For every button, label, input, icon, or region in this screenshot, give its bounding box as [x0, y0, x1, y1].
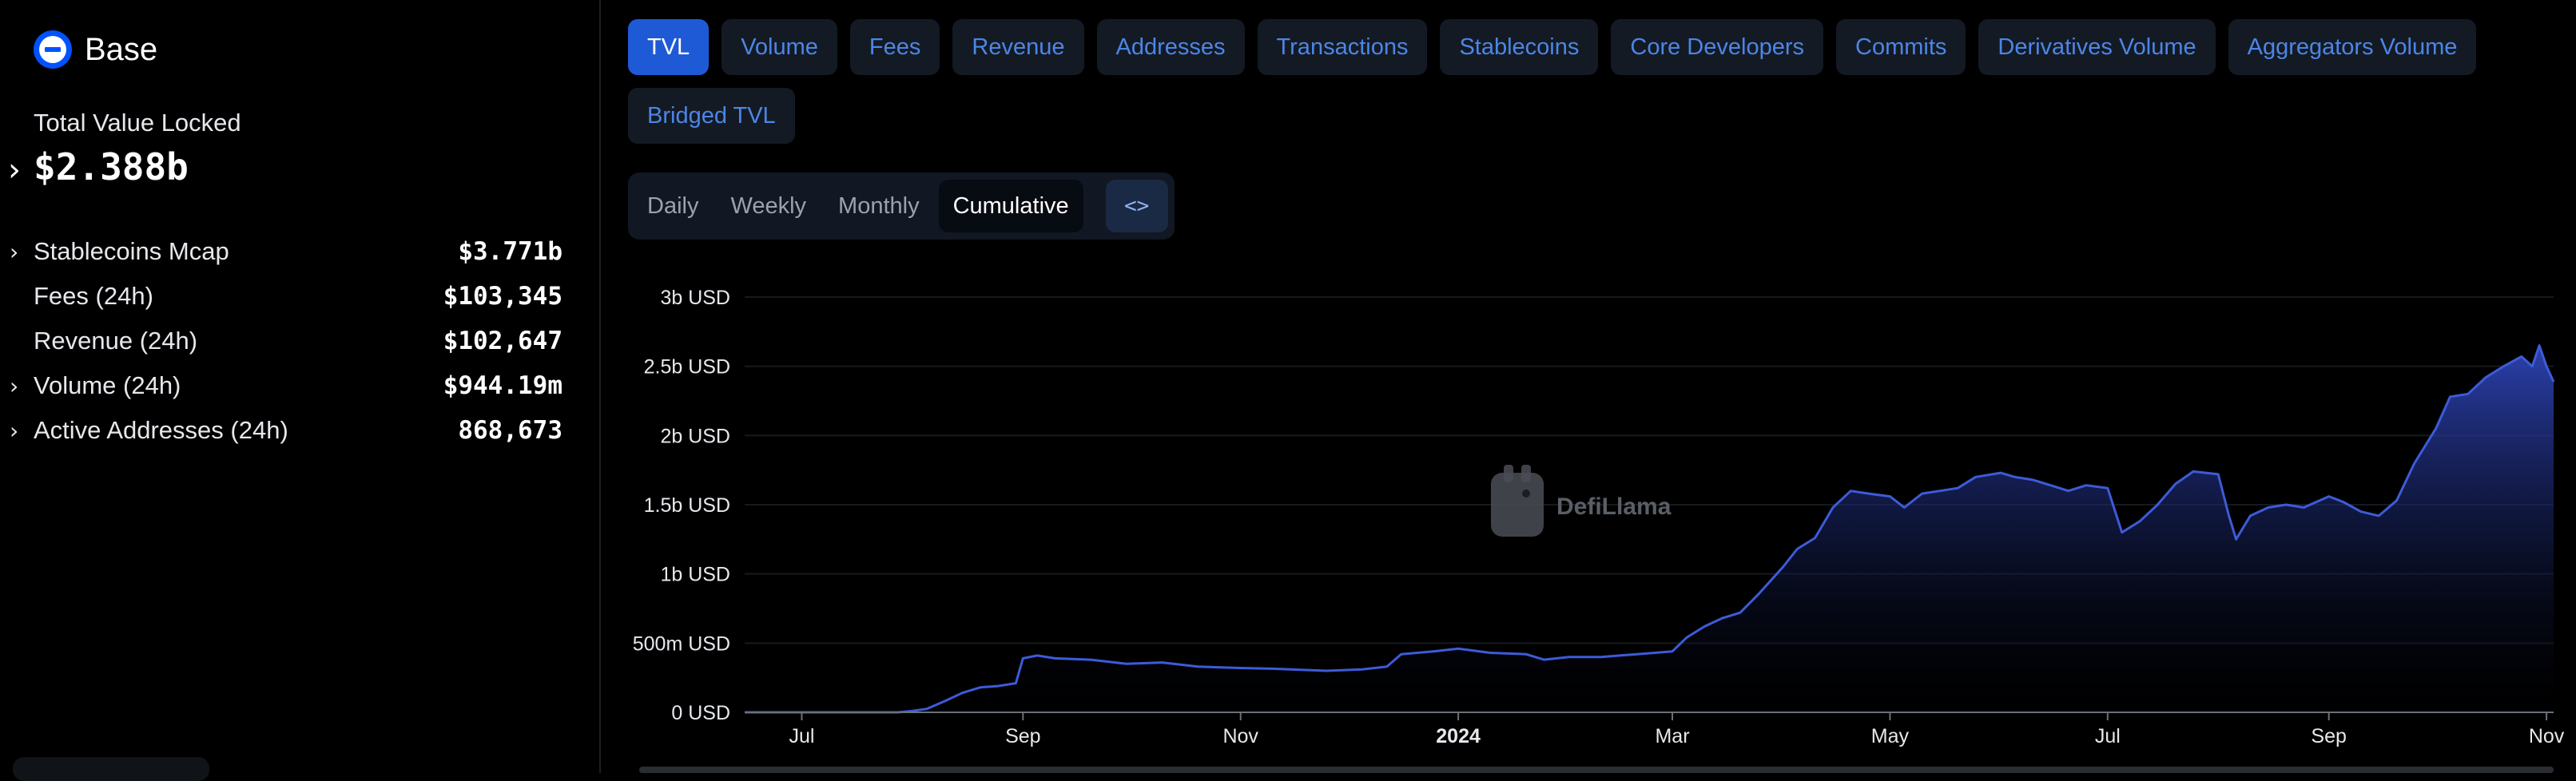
chain-name: Base — [85, 31, 158, 67]
stat-row-stablecoins-mcap[interactable]: › Stablecoins Mcap $3.771b — [0, 232, 575, 271]
tab-aggregators-volume[interactable]: Aggregators Volume — [2228, 19, 2477, 75]
y-tick-label: 1b USD — [660, 564, 730, 586]
llama-icon — [1491, 465, 1544, 537]
stat-row-volume[interactable]: › Volume (24h) $944.19m — [0, 367, 575, 405]
granularity-cumulative[interactable]: Cumulative — [938, 180, 1083, 232]
chevron-right-icon[interactable]: › — [10, 372, 19, 399]
tab-core-developers[interactable]: Core Developers — [1611, 19, 1823, 75]
x-tick-label: Nov — [2529, 725, 2565, 747]
stat-label: Fees (24h) — [34, 282, 153, 310]
tab-transactions[interactable]: Transactions — [1257, 19, 1428, 75]
stat-value: 868,673 — [458, 416, 563, 445]
tab-revenue[interactable]: Revenue — [952, 19, 1084, 75]
stat-label: Active Addresses (24h) — [34, 416, 288, 444]
stat-label: Stablecoins Mcap — [34, 237, 229, 265]
tab-tvl[interactable]: TVL — [628, 19, 710, 75]
y-tick-label: 2.5b USD — [644, 356, 730, 379]
x-tick-label: Jul — [789, 725, 814, 747]
x-tick-label: May — [1871, 725, 1910, 747]
x-tick-label: Jul — [2095, 725, 2121, 747]
base-logo-icon — [34, 30, 72, 69]
chain-header: Base — [34, 30, 157, 69]
granularity-toggle: Daily Weekly Monthly Cumulative <> — [628, 172, 1175, 240]
tab-commits[interactable]: Commits — [1836, 19, 1966, 75]
stat-value: $103,345 — [443, 282, 563, 311]
tab-stablecoins[interactable]: Stablecoins — [1440, 19, 1599, 75]
chevron-right-icon[interactable]: › — [10, 417, 19, 444]
tab-fees[interactable]: Fees — [849, 19, 940, 75]
stat-value: $944.19m — [443, 371, 563, 400]
metric-tabs: TVL Volume Fees Revenue Addresses Transa… — [628, 19, 2562, 144]
granularity-monthly[interactable]: Monthly — [838, 192, 920, 219]
stat-value: $102,647 — [443, 327, 563, 355]
tvl-area-fill — [745, 345, 2554, 712]
tvl-value: $2.388b — [34, 145, 189, 188]
stat-label: Volume (24h) — [34, 371, 181, 399]
stat-row-fees: Fees (24h) $103,345 — [0, 277, 575, 315]
y-tick-label: 3b USD — [660, 287, 730, 309]
chevron-right-icon[interactable]: › — [10, 238, 19, 265]
tab-derivatives-volume[interactable]: Derivatives Volume — [1978, 19, 2216, 75]
x-tick-label: Mar — [1655, 725, 1689, 747]
stat-label: Revenue (24h) — [34, 327, 198, 355]
x-tick-label: Sep — [1005, 725, 1040, 747]
y-tick-label: 2b USD — [660, 425, 730, 447]
stat-row-revenue: Revenue (24h) $102,647 — [0, 322, 575, 360]
tvl-expand-chevron-icon[interactable]: › — [8, 152, 21, 188]
tvl-area — [745, 344, 2555, 714]
x-tick-label: 2024 — [1436, 725, 1481, 747]
stat-row-active-addresses[interactable]: › Active Addresses (24h) 868,673 — [0, 411, 575, 450]
granularity-daily[interactable]: Daily — [647, 192, 699, 219]
chain-stats-panel: Base Total Value Locked › $2.388b › Stab… — [0, 0, 601, 781]
y-tick-label: 1.5b USD — [644, 494, 730, 517]
x-tick-label: Sep — [2311, 725, 2346, 747]
watermark-text: DefiLlama — [1556, 494, 1672, 520]
x-tick-label: Nov — [1222, 725, 1258, 747]
y-tick-label: 0 USD — [671, 702, 730, 724]
tab-bridged-tvl[interactable]: Bridged TVL — [628, 88, 795, 144]
granularity-weekly[interactable]: Weekly — [730, 192, 807, 219]
tab-volume[interactable]: Volume — [722, 19, 837, 75]
y-axis: 0 USD 500m USD 1b USD 1.5b USD 2b USD 2.5b US… — [633, 287, 730, 724]
tvl-label: Total Value Locked — [34, 109, 241, 137]
watermark: DefiLlama — [1491, 465, 1672, 537]
x-axis: Jul Sep Nov 2024 Mar May Jul Sep Nov — [745, 712, 2565, 747]
horizontal-scrollbar[interactable] — [639, 767, 2554, 773]
tvl-series-line — [745, 344, 2555, 714]
tab-addresses[interactable]: Addresses — [1096, 19, 1245, 75]
y-tick-label: 500m USD — [633, 632, 730, 655]
stat-value: $3.771b — [458, 237, 563, 266]
code-icon[interactable]: <> — [1105, 180, 1168, 232]
